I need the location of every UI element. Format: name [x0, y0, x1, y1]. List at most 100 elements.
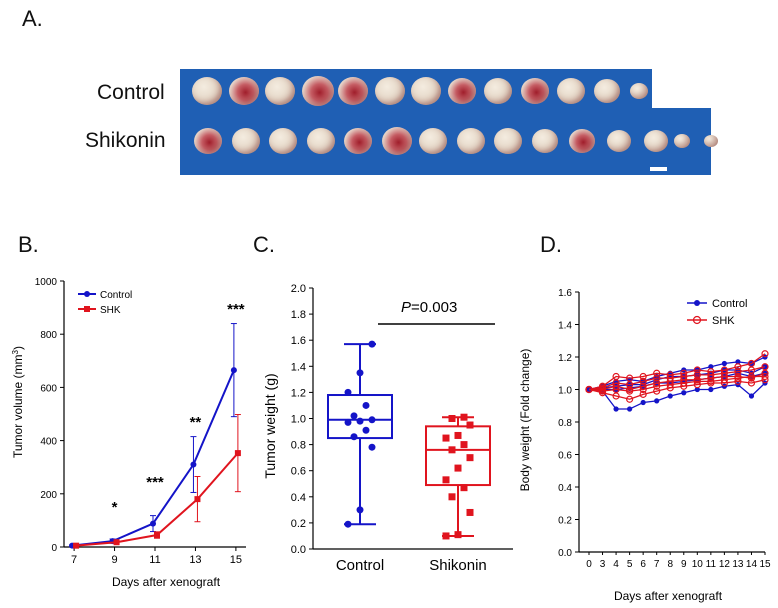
- data-point-shikonin: [442, 532, 450, 540]
- x-tick-label: 13: [189, 554, 201, 566]
- tumor-shikonin: [494, 128, 522, 154]
- data-point-control: [344, 520, 352, 528]
- data-point-shk: [747, 372, 756, 381]
- data-point-control: [721, 360, 727, 367]
- x-tick-label: 13: [732, 559, 744, 570]
- data-point-shk: [73, 542, 80, 549]
- data-point-shk: [653, 387, 661, 395]
- data-point-shk: [585, 385, 593, 394]
- y-tick-label: 0: [51, 543, 57, 554]
- y-tick-label: 1.4: [291, 361, 306, 373]
- x-tick-label: 9: [681, 559, 687, 570]
- data-point-control: [350, 412, 358, 420]
- data-point-shikonin: [460, 484, 468, 492]
- data-point-shikonin: [466, 454, 474, 462]
- data-point-shk: [639, 372, 647, 381]
- data-point-control: [362, 426, 370, 434]
- data-point-shk: [707, 377, 715, 385]
- x-tick-label: 8: [667, 559, 673, 570]
- data-point-shikonin: [448, 446, 456, 454]
- tumor-shikonin: [269, 128, 297, 154]
- tumor-shikonin: [674, 134, 690, 148]
- panel-label-d: D.: [540, 232, 562, 257]
- x-tick-label: 7: [71, 554, 77, 566]
- tumor-control: [557, 78, 585, 104]
- tumor-shikonin: [306, 128, 335, 154]
- iqr-box: [425, 425, 491, 487]
- data-point-shk: [154, 532, 160, 539]
- tumor-weight-chart: 0.0 0.2 0.4 0.6 0.8 1.0 1.2 1.4 1.6 1.8 2.0 Control…: [262, 283, 513, 574]
- data-point-shk: [639, 377, 647, 385]
- data-point-control: [694, 386, 700, 393]
- legend-marker: [692, 315, 702, 325]
- tumor-control: [447, 78, 476, 104]
- x-tick-label: 9: [111, 554, 117, 566]
- data-point-control: [368, 416, 376, 424]
- data-point-control: [344, 418, 352, 426]
- legend-marker: [84, 306, 90, 312]
- data-point-shikonin: [454, 431, 462, 439]
- data-point-shikonin: [466, 508, 474, 516]
- data-point-control: [735, 359, 741, 365]
- x-tick-label: 15: [230, 554, 242, 566]
- y-tick-label: 0.2: [558, 516, 572, 527]
- panel-label-c: C.: [253, 232, 275, 257]
- series-line-shk: [588, 353, 766, 391]
- y-tick-label: 1000: [35, 277, 58, 288]
- tumor-control: [630, 83, 648, 99]
- data-point-shk: [194, 496, 201, 503]
- data-point-control: [640, 399, 646, 406]
- significance-marker: ***: [227, 301, 245, 318]
- legend-label: SHK: [100, 305, 121, 316]
- data-point-shk: [626, 387, 634, 395]
- tumor-control: [593, 79, 620, 103]
- data-point-control: [362, 401, 370, 409]
- data-point-shikonin: [442, 476, 450, 484]
- legend-marker: [694, 300, 700, 306]
- data-point-shk: [680, 379, 688, 387]
- y-tick-label: 1.0: [558, 386, 572, 397]
- tumor-shikonin: [344, 128, 372, 154]
- y-tick-label: 1.2: [291, 387, 306, 399]
- series-line-shk: [588, 375, 765, 392]
- x-tick-label: 5: [627, 559, 633, 570]
- iqr-box: [327, 394, 393, 440]
- data-point-shk: [653, 374, 661, 382]
- data-point-control: [667, 393, 673, 399]
- x-category-label: Control: [336, 557, 384, 574]
- tumor-volume-ylabel: Tumor volume (mm3): [11, 346, 26, 458]
- x-tick-label: 12: [719, 559, 731, 570]
- data-point-shk: [639, 390, 647, 398]
- data-point-control: [708, 386, 714, 393]
- row-label-shikonin: Shikonin: [85, 129, 166, 152]
- row-label-control: Control: [97, 81, 165, 104]
- legend-marker: [84, 291, 90, 297]
- data-point-control: [368, 340, 376, 348]
- data-point-control: [613, 406, 619, 412]
- body-weight-ylabel: Body weight (Fold change): [518, 349, 532, 492]
- x-tick-label: 7: [654, 559, 660, 570]
- data-point-control: [356, 369, 364, 377]
- y-tick-label: 0.6: [558, 451, 572, 462]
- tumor-control: [192, 77, 222, 105]
- data-point-shk: [612, 385, 620, 394]
- scale-bar: [650, 167, 667, 171]
- tumor-control: [520, 78, 549, 104]
- tumor-volume-xlabel: Days after xenograft: [112, 575, 221, 589]
- y-tick-label: 1.0: [291, 414, 306, 426]
- x-tick-label: 6: [640, 559, 646, 570]
- data-point-control: [627, 406, 633, 412]
- x-category-label: Shikonin: [429, 557, 487, 574]
- data-point-control: [356, 417, 364, 425]
- y-tick-label: 0.4: [558, 483, 572, 494]
- y-tick-label: 1.8: [291, 309, 306, 321]
- data-point-shikonin: [460, 441, 468, 449]
- y-tick-label: 0.8: [558, 418, 572, 429]
- data-point-shk: [761, 363, 769, 371]
- legend-label: Control: [100, 290, 132, 301]
- tumor-control: [484, 78, 512, 104]
- data-point-shikonin: [466, 421, 474, 429]
- tumor-shikonin: [456, 128, 485, 154]
- y-tick-label: 1.4: [558, 321, 572, 332]
